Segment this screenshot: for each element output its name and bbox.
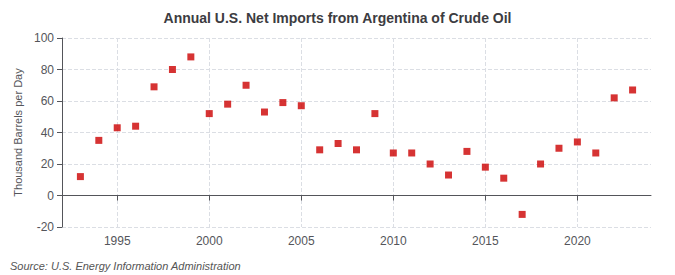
svg-text:2000: 2000 (196, 234, 223, 248)
svg-text:40: 40 (41, 126, 55, 140)
svg-text:2015: 2015 (472, 234, 499, 248)
svg-text:1995: 1995 (104, 234, 131, 248)
svg-text:-20: -20 (37, 220, 55, 234)
svg-text:60: 60 (41, 94, 55, 108)
svg-text:0: 0 (47, 189, 54, 203)
svg-text:80: 80 (41, 63, 55, 77)
svg-text:20: 20 (41, 157, 55, 171)
svg-text:Thousand Barrels per Day: Thousand Barrels per Day (12, 68, 24, 197)
svg-text:100: 100 (34, 31, 54, 45)
svg-text:Annual U.S. Net Imports from A: Annual U.S. Net Imports from Argentina o… (164, 10, 512, 26)
svg-text:Source: U.S. Energy Informatio: Source: U.S. Energy Information Administ… (10, 260, 241, 272)
svg-text:2020: 2020 (564, 234, 591, 248)
svg-text:2005: 2005 (288, 234, 315, 248)
svg-text:2010: 2010 (380, 234, 407, 248)
